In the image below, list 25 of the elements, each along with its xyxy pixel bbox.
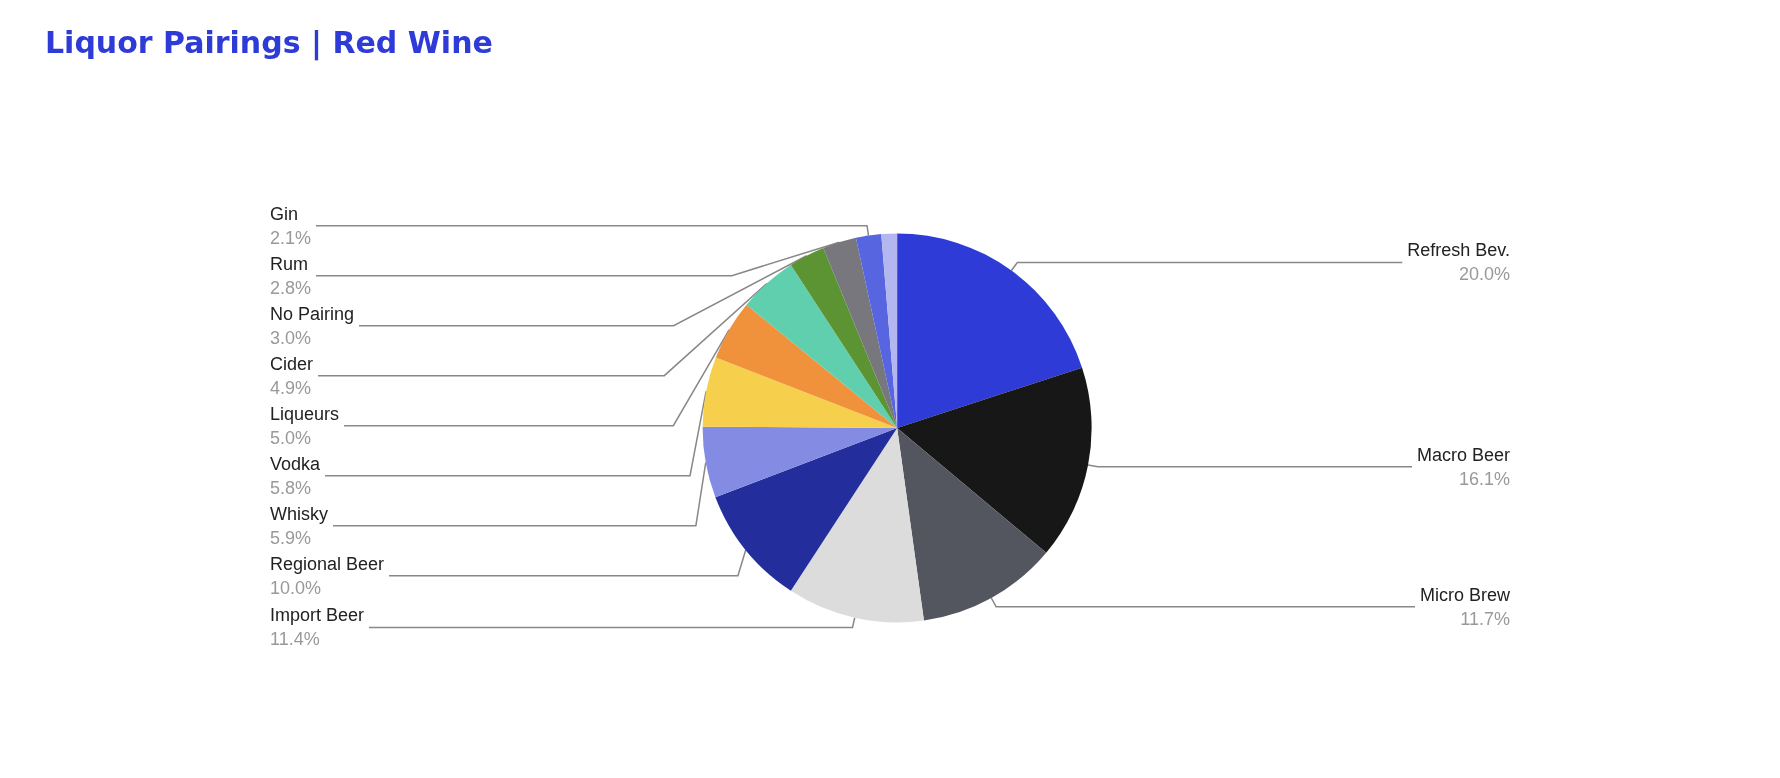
data-label: 4.9% (270, 377, 312, 398)
slice-label: Macro Beer (1416, 444, 1510, 465)
slice-label: Whisky (270, 503, 328, 524)
data-label: 5.9% (270, 527, 312, 548)
data-label: 5.8% (270, 477, 312, 498)
slice-label: Micro Brew (1419, 584, 1511, 605)
slice-label: Gin (270, 203, 299, 224)
data-label: 3.0% (270, 327, 312, 348)
slice-label: Rum (270, 253, 309, 274)
data-label: 11.4% (270, 629, 320, 650)
data-label: 5.0% (270, 427, 312, 448)
data-label: 20.0% (1458, 264, 1510, 285)
slice-label: Liqueurs (270, 403, 340, 424)
data-label: 11.7% (1460, 608, 1510, 629)
data-label: 2.8% (270, 277, 312, 298)
data-label: 10.0% (270, 577, 322, 598)
chart-title: Liquor Pairings | Red Wine (45, 24, 493, 61)
slice-label: Regional Beer (270, 553, 385, 574)
data-label: 16.1% (1458, 468, 1510, 489)
data-label: 2.1% (270, 227, 312, 248)
slice-label: Import Beer (270, 605, 365, 626)
slice-label: Cider (270, 353, 314, 374)
slice-label: No Pairing (270, 303, 355, 324)
slice-label: Vodka (270, 453, 322, 474)
slice-label: Refresh Bev. (1407, 240, 1510, 261)
